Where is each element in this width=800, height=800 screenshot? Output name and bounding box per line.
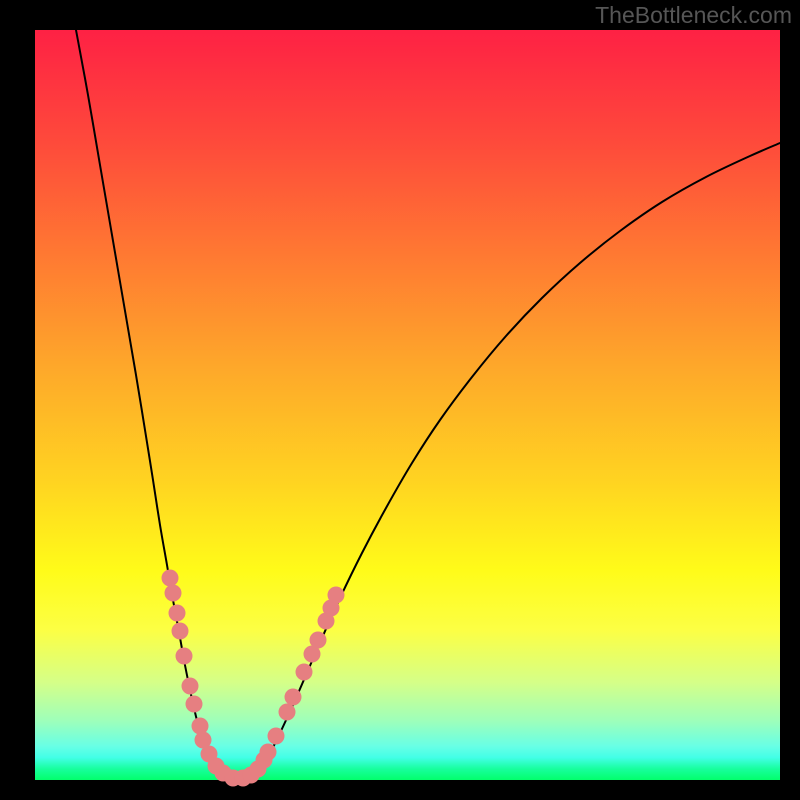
data-marker bbox=[260, 744, 277, 761]
data-marker bbox=[182, 678, 199, 695]
data-marker bbox=[279, 704, 296, 721]
data-marker bbox=[172, 623, 189, 640]
data-marker bbox=[296, 664, 313, 681]
data-marker bbox=[192, 718, 209, 735]
data-marker bbox=[165, 585, 182, 602]
watermark-text: TheBottleneck.com bbox=[595, 2, 792, 29]
data-marker bbox=[285, 689, 302, 706]
data-marker bbox=[268, 728, 285, 745]
data-marker bbox=[310, 632, 327, 649]
plot-gradient-background bbox=[35, 30, 780, 780]
data-marker bbox=[162, 570, 179, 587]
bottleneck-curve-chart bbox=[0, 0, 800, 800]
data-marker bbox=[169, 605, 186, 622]
data-marker bbox=[186, 696, 203, 713]
data-marker bbox=[328, 587, 345, 604]
data-marker bbox=[176, 648, 193, 665]
